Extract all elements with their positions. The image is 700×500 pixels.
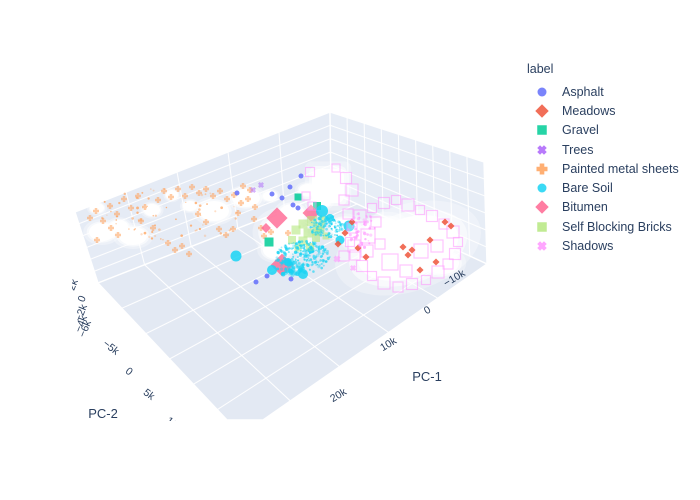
series-shadows[interactable] xyxy=(332,254,357,272)
legend-item-label: Shadows xyxy=(562,239,614,254)
legend-item-self-blocking-bricks[interactable]: Self Blocking Bricks xyxy=(521,217,696,236)
series-trees[interactable] xyxy=(249,181,265,194)
legend-item-list: Asphalt Meadows Gravel Trees Painted metal s… xyxy=(521,82,696,256)
pc2-tick: −5k xyxy=(100,338,122,359)
legend: label Asphalt Meadows Gravel Trees Painted m… xyxy=(521,62,696,256)
legend-item-label: Trees xyxy=(562,142,594,157)
pc1-axis-title: PC-1 xyxy=(412,369,442,384)
x-marker-icon xyxy=(537,144,547,155)
legend-item-label: Gravel xyxy=(562,123,599,138)
legend-item-bitumen[interactable]: Bitumen xyxy=(521,198,696,217)
cross-marker-icon xyxy=(536,163,548,175)
scene-clip-masks xyxy=(52,258,196,439)
pc1-tick: 20k xyxy=(328,386,349,405)
legend-item-asphalt[interactable]: Asphalt xyxy=(521,82,696,101)
legend-item-label: Self Blocking Bricks xyxy=(562,219,672,234)
speckle-layer xyxy=(101,188,376,277)
legend-item-label: Bare Soil xyxy=(562,181,613,196)
square-marker-icon xyxy=(537,125,547,135)
circle-marker-icon xyxy=(537,183,547,193)
diamond-marker-icon xyxy=(535,200,549,215)
z-tick: 0 xyxy=(76,294,89,304)
pc2-tick: 5k xyxy=(141,386,158,403)
legend-item-label: Painted metal sheets xyxy=(562,161,679,176)
legend-item-trees[interactable]: Trees xyxy=(521,140,696,159)
pc1-tick: 0 xyxy=(422,304,433,317)
legend-item-gravel[interactable]: Gravel xyxy=(521,121,696,140)
legend-item-label: Meadows xyxy=(562,103,616,118)
legend-item-painted-metal-sheets[interactable]: Painted metal sheets xyxy=(521,159,696,178)
series-shadows[interactable] xyxy=(301,163,464,293)
series-gravel[interactable] xyxy=(264,193,322,247)
square-marker-icon xyxy=(537,221,547,232)
pc2-tick: 0 xyxy=(123,365,135,378)
circle-marker-icon xyxy=(537,87,547,97)
diamond-marker-icon xyxy=(535,104,549,118)
series-asphalt[interactable] xyxy=(234,173,304,285)
legend-title: label xyxy=(527,62,554,76)
pc2-axis-title: PC-2 xyxy=(88,406,118,421)
legend-item-meadows[interactable]: Meadows xyxy=(521,101,696,120)
legend-item-label: Asphalt xyxy=(562,84,604,99)
legend-item-shadows[interactable]: Shadows xyxy=(521,236,696,255)
legend-item-label: Bitumen xyxy=(562,200,608,215)
legend-item-bare-soil[interactable]: Bare Soil xyxy=(521,178,696,197)
x-marker-icon xyxy=(537,241,547,251)
